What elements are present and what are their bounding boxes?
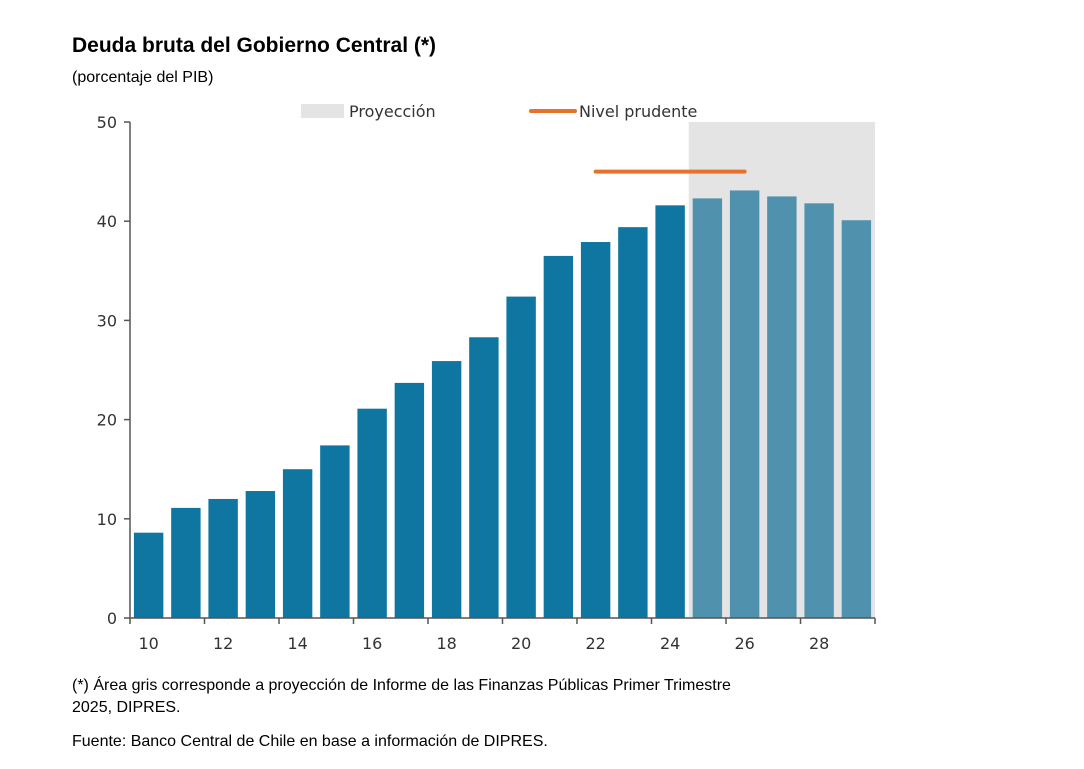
x-tick-label: 28 [809,634,829,653]
projection-bar [767,196,797,618]
chart-title: Deuda bruta del Gobierno Central (*) [72,34,437,57]
bar [171,507,201,618]
y-tick-label: 10 [97,510,117,529]
legend-projection-swatch [301,104,344,118]
bar [357,408,387,618]
bar [469,337,499,618]
source-note: Fuente: Banco Central de Chile en base a… [72,733,548,750]
x-tick-label: 18 [436,634,456,653]
y-tick-label: 0 [107,609,117,628]
footnote: (*) Área gris corresponde a proyección d… [72,677,731,716]
y-tick-label: 20 [97,411,117,430]
y-tick-label: 50 [97,113,117,132]
bar [320,445,350,618]
bar [618,227,648,619]
chart-subtitle: (porcentaje del PIB) [72,69,214,86]
bar [282,469,313,618]
y-tick-label: 40 [97,212,117,231]
bar [580,242,611,619]
bar [394,382,425,618]
projection-bar [692,198,723,618]
projection-bar [804,203,834,618]
bar [133,532,164,618]
x-tick-label: 16 [362,634,382,653]
bar [543,255,574,619]
bar [506,296,536,618]
legend-prudent-label: Nivel prudente [579,102,697,121]
y-tick-label: 30 [97,311,117,330]
x-tick-label: 26 [734,634,754,653]
bar [245,491,276,618]
projection-bar [729,190,760,618]
bar [655,205,685,618]
x-tick-label: 12 [213,634,233,653]
x-tick-label: 14 [287,634,307,653]
x-tick-label: 20 [511,634,531,653]
bar [431,361,462,618]
bar [208,498,238,618]
legend-projection-label: Proyección [349,102,436,121]
x-tick-label: 22 [585,634,605,653]
projection-bar [841,220,872,618]
x-tick-label: 10 [138,634,158,653]
x-tick-label: 24 [660,634,680,653]
